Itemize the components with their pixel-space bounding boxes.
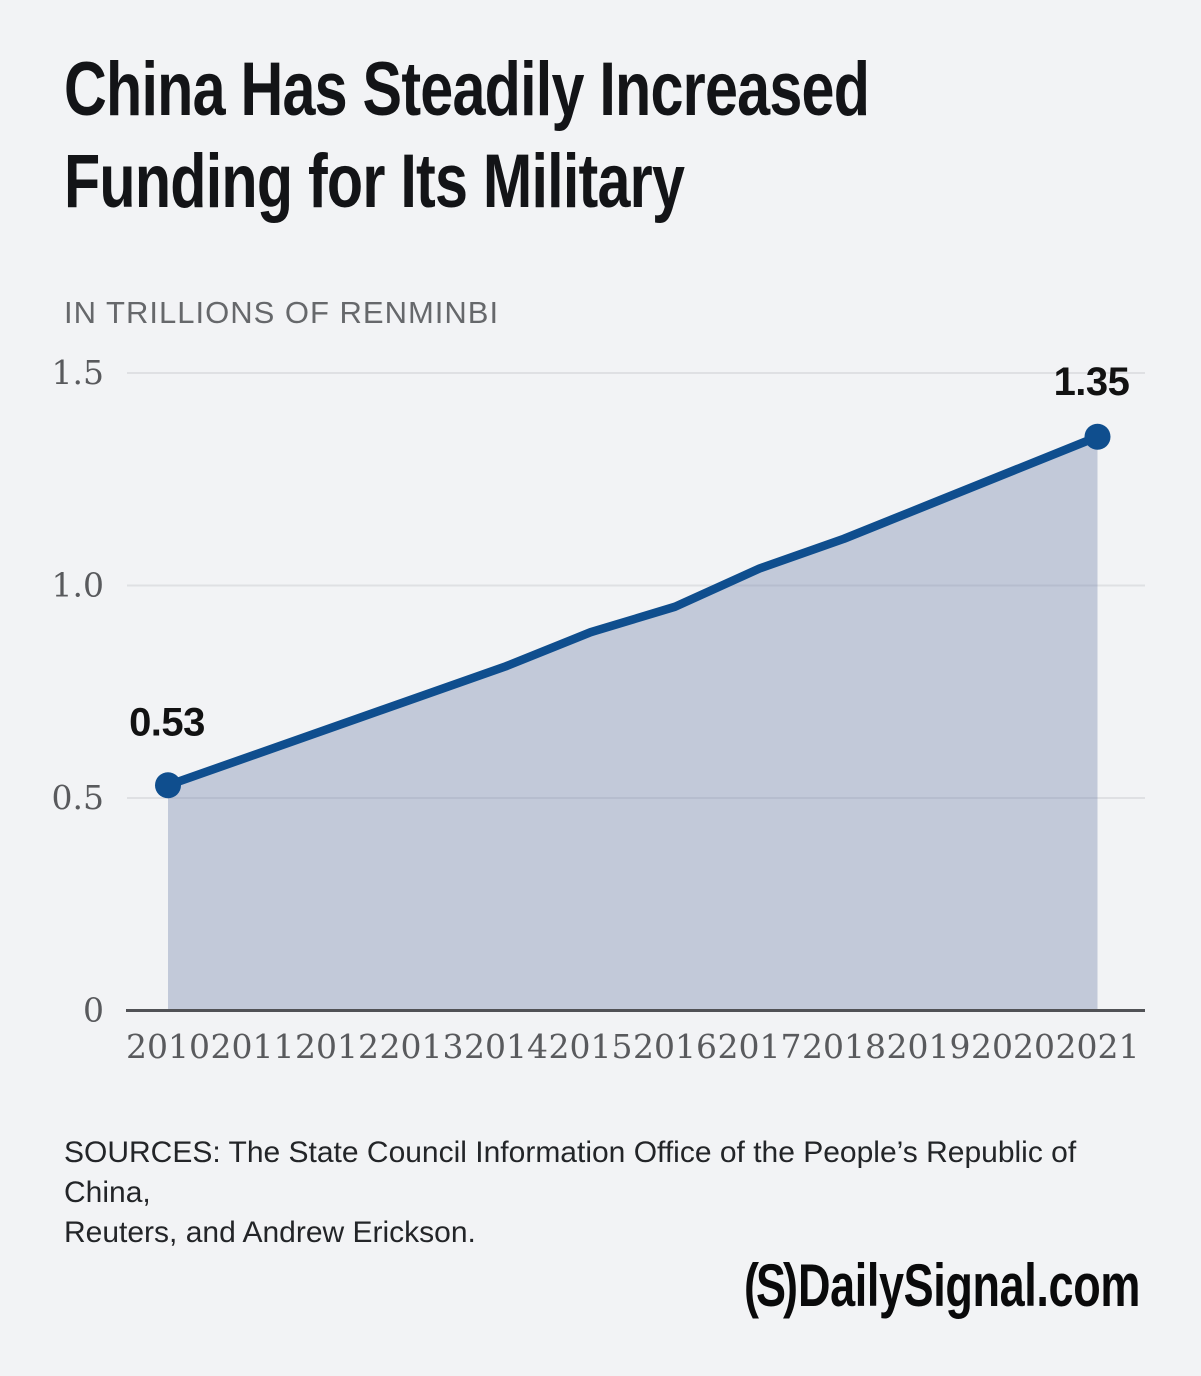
y-tick-label: 1.0 [52, 566, 104, 605]
title-line-2: Funding for Its Military [64, 139, 685, 224]
x-tick-label: 2021 [1056, 1027, 1140, 1066]
x-tick-label: 2019 [887, 1027, 971, 1066]
x-tick-label: 2020 [971, 1027, 1055, 1066]
x-tick-label: 2013 [380, 1027, 464, 1066]
data-point [1084, 423, 1111, 450]
daily-signal-wordmark: DailySignal.com [798, 1252, 1140, 1319]
y-tick-label: 0 [83, 991, 104, 1030]
y-tick-label: 1.5 [52, 353, 104, 392]
y-tick-label: 0.5 [52, 778, 104, 817]
sources-line-2: Reuters, and Andrew Erickson. [64, 1216, 476, 1249]
x-tick-label: 2014 [464, 1027, 548, 1066]
sources-line-1: SOURCES: The State Council Information O… [64, 1136, 1077, 1209]
page-title: China Has Steadily Increased Funding for… [64, 44, 870, 228]
chart-unit-label: IN TRILLIONS OF RENMINBI [64, 295, 500, 330]
data-point-label: 1.35 [1054, 360, 1130, 404]
x-tick-label: 2012 [295, 1027, 379, 1066]
x-tick-label: 2016 [633, 1027, 717, 1066]
area-fill [168, 436, 1098, 1011]
data-point [155, 772, 181, 799]
x-tick-label: 2011 [211, 1027, 295, 1066]
daily-signal-logo: (S)DailySignal.com [744, 1253, 1140, 1319]
data-point-label: 0.53 [129, 700, 205, 744]
daily-signal-s-icon: (S) [744, 1252, 798, 1319]
trend-line [163, 432, 1102, 790]
sources-note: SOURCES: The State Council Information O… [64, 1133, 1164, 1253]
x-tick-label: 2017 [718, 1027, 802, 1066]
x-tick-label: 2010 [126, 1027, 210, 1066]
x-tick-label: 2015 [549, 1027, 633, 1066]
x-tick-label: 2018 [802, 1027, 886, 1066]
title-line-1: China Has Steadily Increased [64, 47, 870, 132]
